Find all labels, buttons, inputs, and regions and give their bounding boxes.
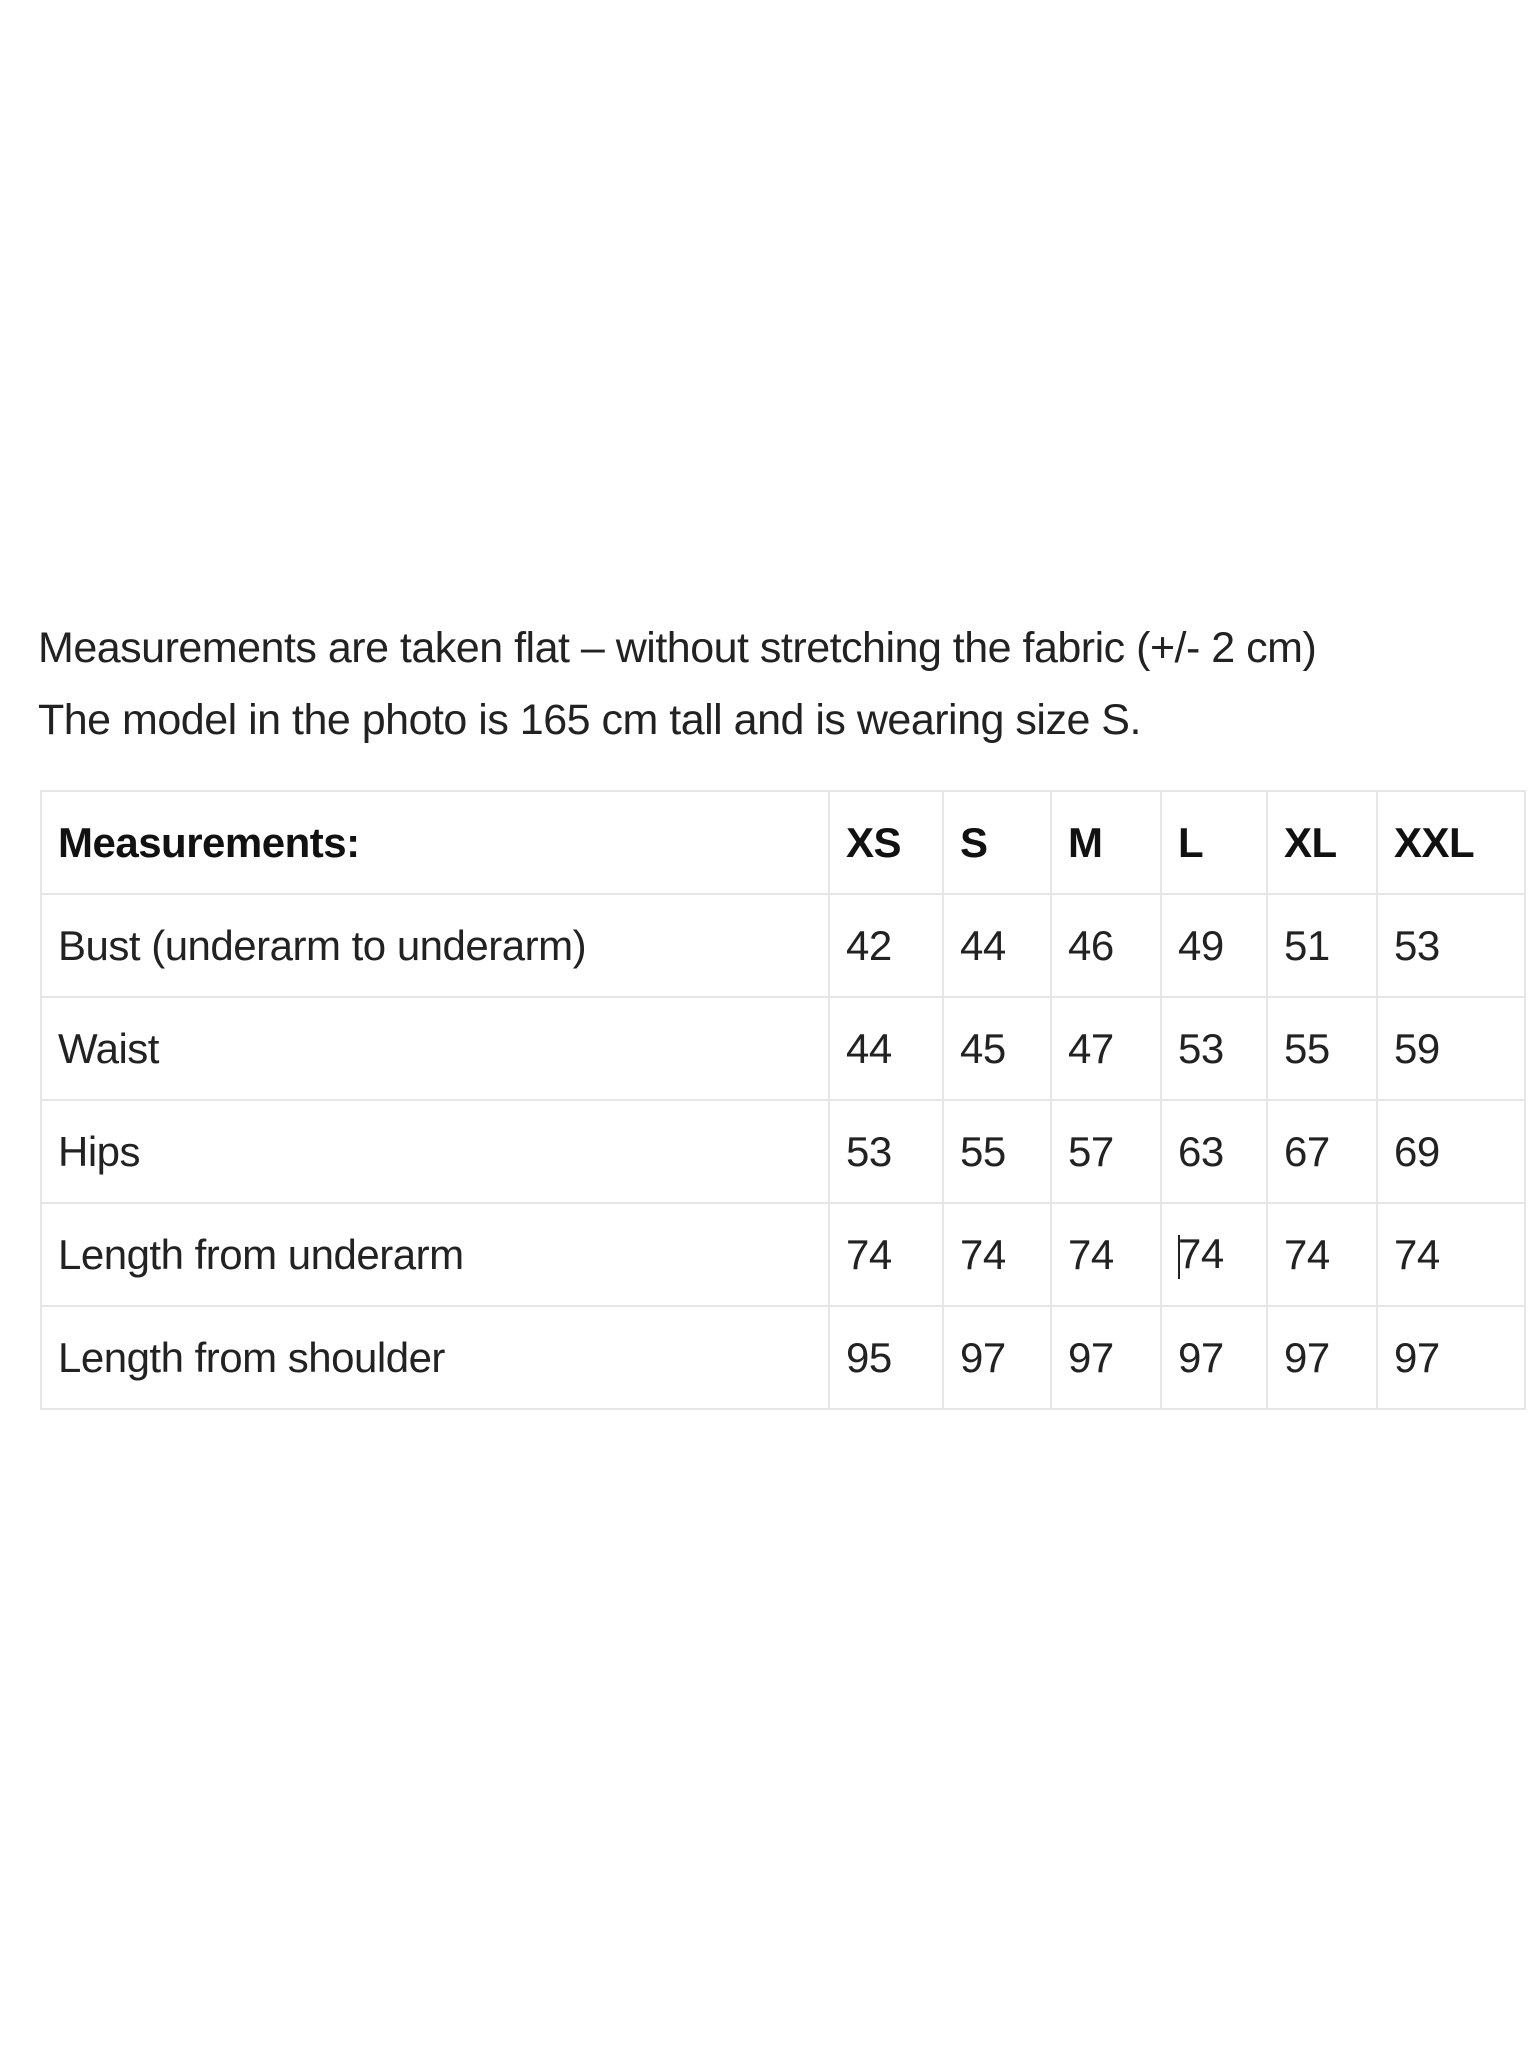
table-cell: 95 bbox=[828, 1305, 944, 1410]
table-cell: 74 bbox=[828, 1202, 944, 1307]
row-label: Length from shoulder bbox=[40, 1305, 830, 1410]
table-row: Length from shoulder 95 97 97 97 97 97 bbox=[40, 1305, 1526, 1410]
table-cell: 45 bbox=[942, 996, 1052, 1101]
table-cell: 57 bbox=[1050, 1099, 1162, 1204]
table-cell: 55 bbox=[942, 1099, 1052, 1204]
table-cell: 97 bbox=[942, 1305, 1052, 1410]
table-cell: 97 bbox=[1050, 1305, 1162, 1410]
table-cell: 53 bbox=[1376, 893, 1526, 998]
table-cell: 49 bbox=[1160, 893, 1268, 998]
table-cell: 53 bbox=[1160, 996, 1268, 1101]
table-row: Waist 44 45 47 53 55 59 bbox=[40, 996, 1526, 1101]
intro-line-2: The model in the photo is 165 cm tall an… bbox=[38, 696, 1141, 744]
table-row: Hips 53 55 57 63 67 69 bbox=[40, 1099, 1526, 1204]
header-size: S bbox=[942, 790, 1052, 895]
size-chart-table: Measurements: XS S M L XL XXL Bust (underarm t… bbox=[40, 790, 1526, 1410]
table-cell: 51 bbox=[1266, 893, 1378, 998]
header-size: L bbox=[1160, 790, 1268, 895]
header-size: M bbox=[1050, 790, 1162, 895]
table-cell: 74 bbox=[1376, 1202, 1526, 1307]
table-cell: 97 bbox=[1266, 1305, 1378, 1410]
table-cell: 74 bbox=[942, 1202, 1052, 1307]
cell-value: 74 bbox=[1178, 1230, 1224, 1278]
table-cell: 97 bbox=[1160, 1305, 1268, 1410]
table-cell: 44 bbox=[828, 996, 944, 1101]
header-size: XL bbox=[1266, 790, 1378, 895]
table-cell: 74 bbox=[1266, 1202, 1378, 1307]
header-size: XS bbox=[828, 790, 944, 895]
table-row: Length from underarm 74 74 74 74 74 74 bbox=[40, 1202, 1526, 1307]
header-size: XXL bbox=[1376, 790, 1526, 895]
table-cell: 53 bbox=[828, 1099, 944, 1204]
table-cell: 74 bbox=[1160, 1202, 1268, 1307]
table-cell: 63 bbox=[1160, 1099, 1268, 1204]
intro-text: Measurements are taken flat – without st… bbox=[38, 612, 1317, 756]
table-cell: 74 bbox=[1050, 1202, 1162, 1307]
table-cell: 42 bbox=[828, 893, 944, 998]
table-cell: 44 bbox=[942, 893, 1052, 998]
table-cell: 46 bbox=[1050, 893, 1162, 998]
table-cell: 59 bbox=[1376, 996, 1526, 1101]
text-cursor bbox=[1178, 1234, 1180, 1279]
row-label: Bust (underarm to underarm) bbox=[40, 893, 830, 998]
table-cell: 69 bbox=[1376, 1099, 1526, 1204]
table-header-row: Measurements: XS S M L XL XXL bbox=[40, 790, 1526, 895]
header-measurements: Measurements: bbox=[40, 790, 830, 895]
table-cell: 97 bbox=[1376, 1305, 1526, 1410]
row-label: Hips bbox=[40, 1099, 830, 1204]
row-label: Waist bbox=[40, 996, 830, 1101]
table-cell: 67 bbox=[1266, 1099, 1378, 1204]
table-row: Bust (underarm to underarm) 42 44 46 49 51 53 bbox=[40, 893, 1526, 998]
table-cell: 47 bbox=[1050, 996, 1162, 1101]
intro-line-1: Measurements are taken flat – without st… bbox=[38, 624, 1317, 672]
table-cell: 55 bbox=[1266, 996, 1378, 1101]
row-label: Length from underarm bbox=[40, 1202, 830, 1307]
